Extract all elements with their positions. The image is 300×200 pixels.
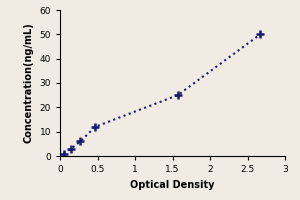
X-axis label: Optical Density: Optical Density bbox=[130, 180, 215, 190]
Y-axis label: Concentration(ng/mL): Concentration(ng/mL) bbox=[24, 23, 34, 143]
